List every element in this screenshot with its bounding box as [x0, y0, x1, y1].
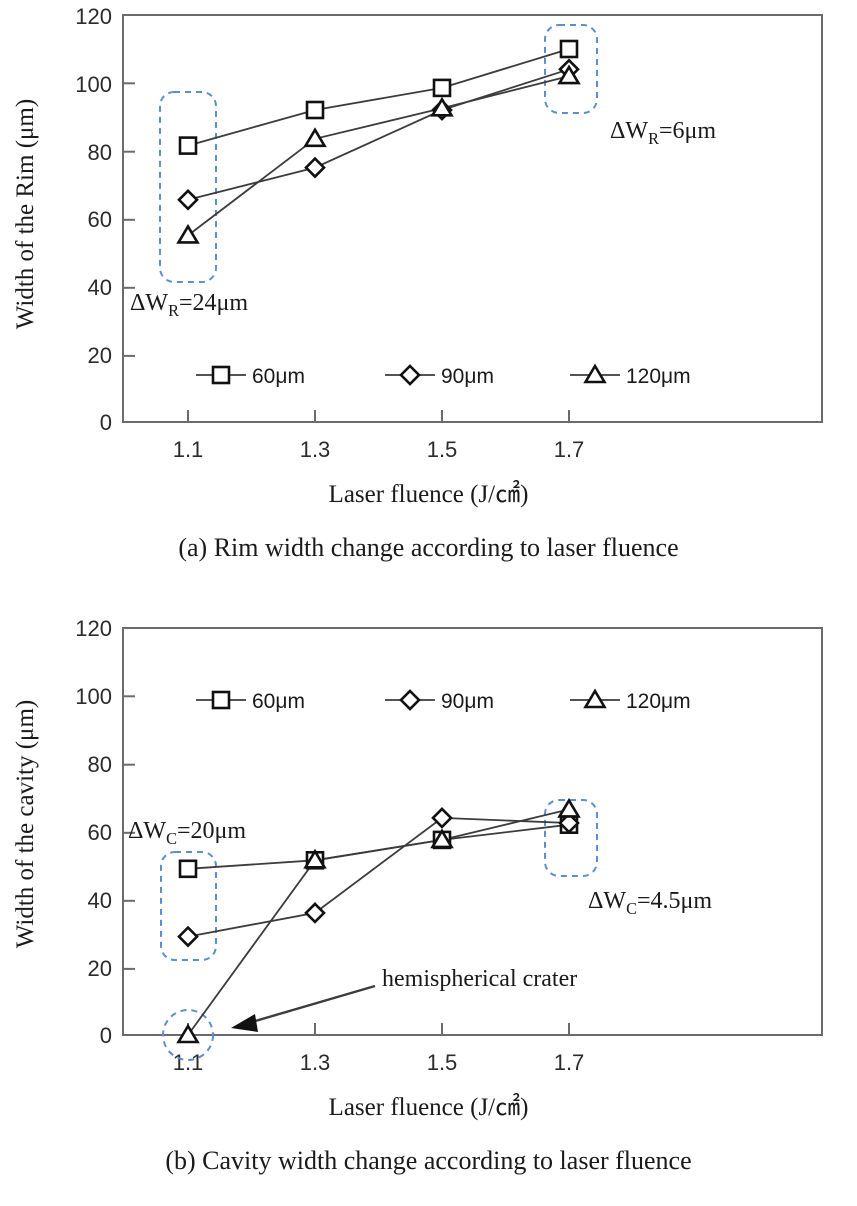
figure-a-ytick-20: 20 [87, 343, 112, 368]
figure-b-legend-marker-diamond [399, 689, 421, 711]
delta-wr-right-sub: R [648, 128, 659, 148]
figure-b-series-90um-line [187, 816, 570, 938]
figure-b-ytick-100: 100 [75, 684, 112, 709]
figure-b-annotation-delta-left: ΔWC=20μm [128, 818, 246, 849]
delta-wc-right-base: ΔW [588, 888, 627, 914]
figure-b-cavity-width: Width of the cavity (μm) 120 100 80 60 4… [0, 600, 857, 1206]
delta-wc-right-sub: C [626, 898, 637, 918]
figure-a-xtick-1-1: 1.1 [172, 437, 204, 462]
figure-a-highlight-box-left [159, 91, 217, 283]
figure-b-series-120um-line [187, 808, 570, 1036]
figure-b-y-ticks [123, 695, 135, 970]
figure-b-xtick-1-3: 1.3 [299, 1050, 331, 1075]
figure-b-xtick-1-7: 1.7 [553, 1050, 585, 1075]
figure-a-xtick-1-5: 1.5 [426, 437, 458, 462]
figure-b-legend-label-60um: 60μm [252, 690, 305, 713]
figure-a-legend-label-90um: 90μm [441, 365, 494, 388]
figure-b-caption: (b) Cavity width change according to las… [165, 1146, 692, 1175]
figure-a-ytick-80: 80 [87, 140, 112, 165]
figure-a-legend-label-120um: 120μm [626, 365, 691, 388]
figure-a-y-ticks [123, 82, 135, 357]
delta-wr-right-rest: =6μm [658, 118, 717, 144]
figure-b-crater-arrow [231, 984, 376, 1032]
figure-b-ytick-60: 60 [87, 820, 112, 845]
figure-b-legend-label-90um: 90μm [441, 690, 494, 713]
figure-a-ytick-120: 120 [75, 4, 112, 29]
figure-a-plot-frame [122, 14, 823, 423]
figure-b-legend [196, 688, 620, 711]
figure-b-plot [122, 627, 823, 1061]
figure-a-x-ticks [187, 410, 570, 422]
figure-a-ytick-0: 0 [99, 410, 112, 435]
figure-a-legend-label-60um: 60μm [252, 365, 305, 388]
figure-b-highlight-box-left [160, 851, 217, 961]
figure-a-annotation-delta-right: ΔWR=6μm [610, 118, 716, 149]
figure-b-highlight-circle-crater [162, 1009, 214, 1061]
figure-a-highlight-box-right [544, 24, 598, 114]
figure-a-annotation-delta-left: ΔWR=24μm [130, 290, 248, 321]
figure-b-xtick-1-5: 1.5 [426, 1050, 458, 1075]
figure-a-x-axis-label: Laser fluence (J/㎠) [328, 481, 529, 508]
figure-b-xtick-1-1: 1.1 [172, 1050, 204, 1075]
figure-a-series-120um-markers [176, 64, 581, 244]
figure-a-series-120um-line [187, 75, 570, 237]
figure-b-annotation-crater: hemispherical crater [382, 966, 578, 992]
figure-b-ytick-120: 120 [75, 616, 112, 641]
figure-a-ytick-40: 40 [87, 275, 112, 300]
figure-b-ytick-20: 20 [87, 956, 112, 981]
delta-wc-left-rest: =20μm [176, 818, 247, 844]
figure-a-legend [196, 363, 620, 386]
delta-wr-left-sub: R [168, 300, 179, 320]
figure-a-caption: (a) Rim width change according to laser … [178, 533, 679, 562]
figure-a-series-60um-line [187, 48, 570, 147]
figure-b-ytick-40: 40 [87, 888, 112, 913]
figure-a-ytick-100: 100 [75, 72, 112, 97]
figure-a-rim-width: Width of the Rim (μm) 120 100 80 60 40 2… [0, 0, 857, 600]
figure-a-legend-marker-square [211, 365, 231, 385]
figure-b-ytick-80: 80 [87, 752, 112, 777]
delta-wc-left-sub: C [166, 828, 177, 848]
figure-b-annotation-delta-right: ΔWC=4.5μm [588, 888, 712, 919]
figure-a-legend-marker-triangle [583, 363, 607, 384]
figure-a-legend-marker-diamond [399, 364, 421, 386]
figure-b-series-120um-markers [176, 797, 581, 1044]
figure-b-legend-marker-triangle [583, 688, 607, 709]
figure-a-series-60um-markers [178, 39, 579, 155]
figure-a-xtick-1-7: 1.7 [553, 437, 585, 462]
figure-b-series-90um-markers [177, 807, 580, 948]
figure-a-plot [122, 14, 823, 423]
figure-b-highlight-box-right [544, 799, 598, 877]
figure-a-ytick-60: 60 [87, 207, 112, 232]
figure-b-legend-marker-square [211, 690, 231, 710]
figure-a-series-90um-line [187, 68, 570, 201]
delta-wr-left-base: ΔW [130, 290, 169, 316]
figure-b-x-axis-label: Laser fluence (J/㎠) [328, 1094, 529, 1121]
figure-b-legend-label-120um: 120μm [626, 690, 691, 713]
delta-wc-right-rest: =4.5μm [636, 888, 713, 914]
figure-a-xtick-1-3: 1.3 [299, 437, 331, 462]
figure-b-plot-frame [122, 627, 823, 1036]
delta-wr-left-rest: =24μm [178, 290, 249, 316]
delta-wr-right-base: ΔW [610, 118, 649, 144]
figure-b-ytick-0: 0 [99, 1023, 112, 1048]
delta-wc-left-base: ΔW [128, 818, 167, 844]
